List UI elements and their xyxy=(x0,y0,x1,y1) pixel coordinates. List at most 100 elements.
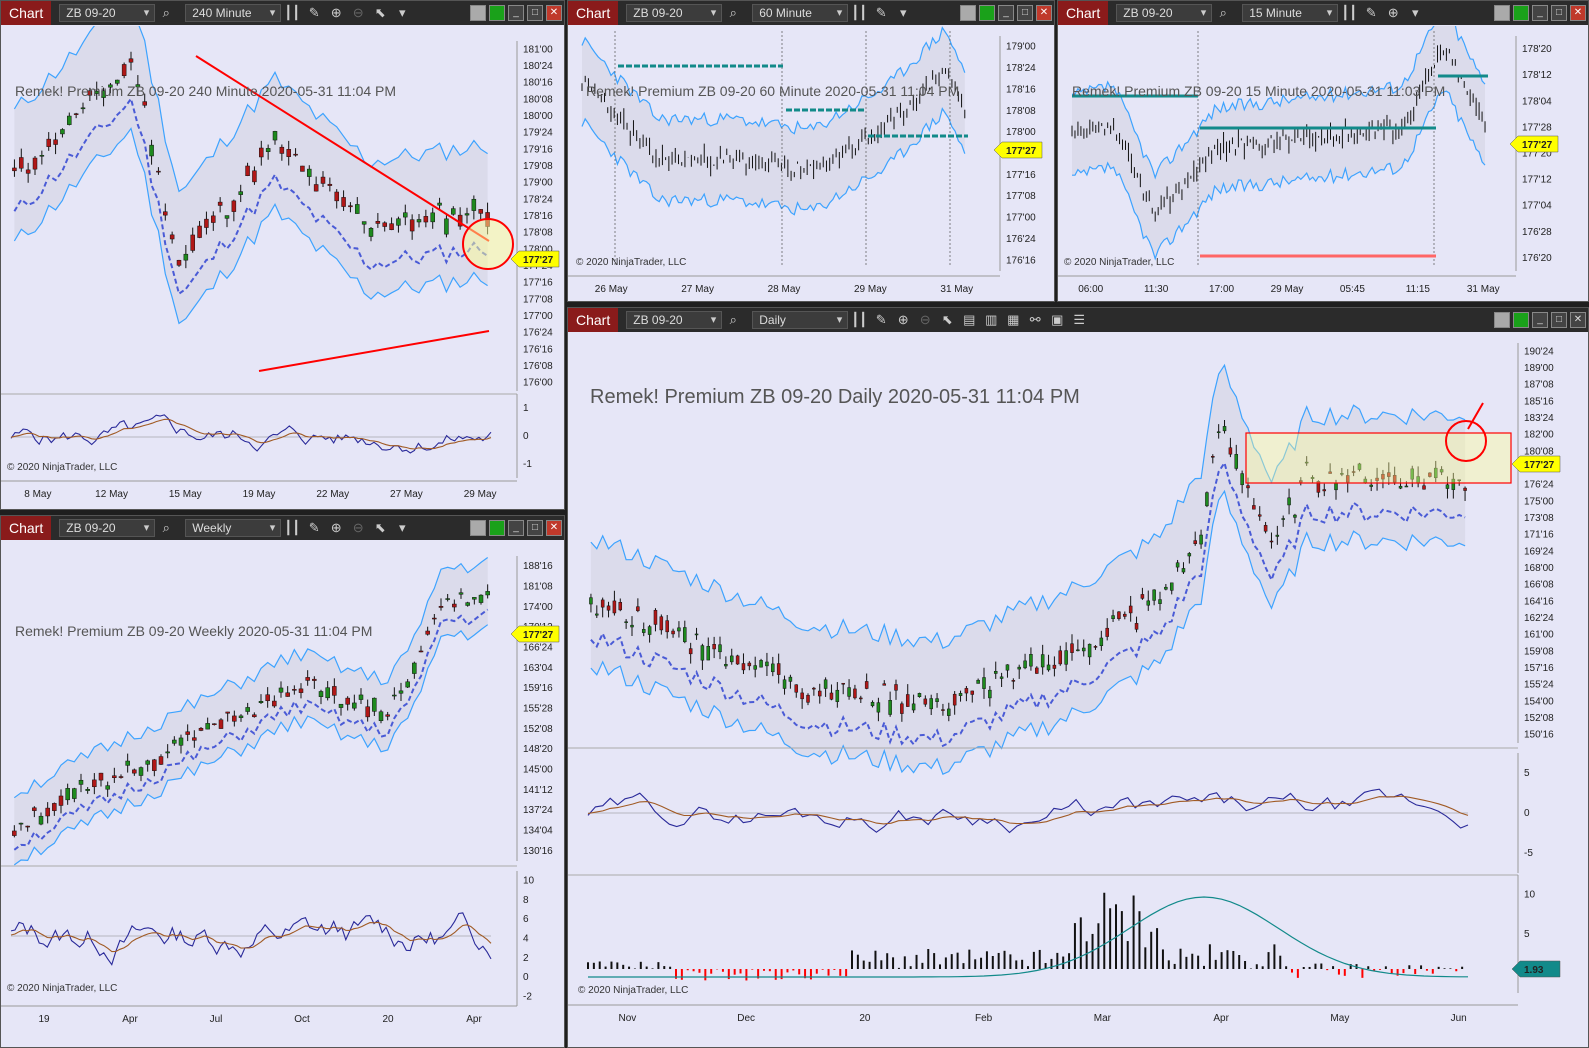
link-button[interactable] xyxy=(1513,5,1529,21)
maximize-button[interactable]: □ xyxy=(527,5,543,21)
close-button[interactable]: ✕ xyxy=(546,520,562,536)
zoom-in-icon[interactable]: ⊕ xyxy=(1387,5,1399,20)
zoom-out-icon[interactable]: ⊖ xyxy=(352,5,364,20)
indicators-icon[interactable]: ▦ xyxy=(1007,312,1020,327)
interval-selector[interactable]: 15 Minute xyxy=(1242,4,1339,22)
search-icon[interactable]: ⌕ xyxy=(729,5,737,20)
list-icon[interactable]: ☰ xyxy=(1073,312,1086,327)
candle-body xyxy=(870,701,875,707)
maximize-button[interactable]: □ xyxy=(1551,312,1567,328)
minimize-button[interactable]: _ xyxy=(998,5,1014,21)
link-button[interactable] xyxy=(979,5,995,21)
price-axis-tick: 176'00 xyxy=(523,378,553,389)
chart-window-240-minute[interactable]: Chart ZB 09-20 ⌕ 240 Minute ┃┃ ✎ ⊕ ⊖ ⬉ ▾… xyxy=(0,0,565,510)
chart-plot-daily[interactable]: Remek! Premium ZB 09-20 Daily 2020-05-31… xyxy=(568,333,1588,1047)
interval-selector[interactable]: 240 Minute xyxy=(185,4,282,22)
chart-tab[interactable]: Chart xyxy=(1058,1,1109,25)
interval-selector[interactable]: Daily xyxy=(752,311,849,329)
interval-selector[interactable]: 60 Minute xyxy=(752,4,849,22)
candle-body xyxy=(917,693,922,698)
tile-button[interactable] xyxy=(960,5,976,21)
lower-band-line xyxy=(581,107,966,216)
dropdown-icon[interactable]: ▾ xyxy=(398,520,406,535)
pointer-icon[interactable]: ⬉ xyxy=(374,5,386,20)
zoom-out-icon[interactable]: ⊖ xyxy=(919,312,931,327)
last-price-label: 177'27 xyxy=(1524,460,1555,471)
tile-button[interactable] xyxy=(1494,5,1510,21)
maximize-button[interactable]: □ xyxy=(1551,5,1567,21)
copyright-text: © 2020 NinjaTrader, LLC xyxy=(1064,257,1174,268)
zoom-in-icon[interactable]: ⊕ xyxy=(330,520,342,535)
time-axis-tick: 11:15 xyxy=(1406,284,1431,295)
minimize-button[interactable]: _ xyxy=(1532,312,1548,328)
drawing-tool-icon[interactable]: ✎ xyxy=(875,312,887,327)
window-controls: _ □ ✕ xyxy=(957,5,1052,21)
maximize-button[interactable]: □ xyxy=(1017,5,1033,21)
properties-icon[interactable]: ▥ xyxy=(985,312,998,327)
time-axis-tick: Mar xyxy=(1094,1013,1112,1024)
candle-body xyxy=(659,616,664,631)
chart-plot-15[interactable]: Remek! Premium ZB 09-20 15 Minute 2020-0… xyxy=(1058,26,1588,301)
strategies-icon[interactable]: ⚯ xyxy=(1029,312,1041,327)
dropdown-icon[interactable]: ▾ xyxy=(899,5,907,20)
drawing-tool-icon[interactable]: ✎ xyxy=(1365,5,1377,20)
bars-type-icon[interactable]: ┃┃ xyxy=(284,5,301,20)
tile-button[interactable] xyxy=(1494,312,1510,328)
instrument-selector[interactable]: ZB 09-20 xyxy=(59,519,156,537)
search-icon[interactable]: ⌕ xyxy=(729,312,737,327)
tile-button[interactable] xyxy=(470,520,486,536)
time-axis-tick: 05:45 xyxy=(1340,284,1365,295)
templates-icon[interactable]: ▣ xyxy=(1051,312,1064,327)
instrument-selector[interactable]: ZB 09-20 xyxy=(59,4,156,22)
drawing-tool-icon[interactable]: ✎ xyxy=(875,5,887,20)
bars-type-icon[interactable]: ┃┃ xyxy=(1341,5,1358,20)
link-button[interactable] xyxy=(489,520,505,536)
pointer-icon[interactable]: ⬉ xyxy=(374,520,386,535)
search-icon[interactable]: ⌕ xyxy=(162,5,170,20)
chart-window-weekly[interactable]: Chart ZB 09-20 ⌕ Weekly ┃┃ ✎ ⊕ ⊖ ⬉ ▾ _ □… xyxy=(0,515,565,1048)
candle-body xyxy=(1451,478,1456,490)
price-axis-tick: 179'08 xyxy=(523,161,553,172)
bars-type-icon[interactable]: ┃┃ xyxy=(284,520,301,535)
minimize-button[interactable]: _ xyxy=(1532,5,1548,21)
close-button[interactable]: ✕ xyxy=(1570,5,1586,21)
chart-window-daily[interactable]: Chart ZB 09-20 ⌕ Daily ┃┃ ✎ ⊕ ⊖ ⬉ ▤ ▥ ▦ … xyxy=(567,307,1589,1048)
zoom-in-icon[interactable]: ⊕ xyxy=(330,5,342,20)
link-button[interactable] xyxy=(1513,312,1529,328)
candle-body xyxy=(338,703,344,708)
instrument-selector[interactable]: ZB 09-20 xyxy=(626,311,723,329)
chart-plot-weekly[interactable]: Remek! Premium ZB 09-20 Weekly 2020-05-3… xyxy=(1,541,564,1047)
pointer-icon[interactable]: ⬉ xyxy=(941,312,953,327)
close-button[interactable]: ✕ xyxy=(1036,5,1052,21)
drawing-tool-icon[interactable]: ✎ xyxy=(308,520,320,535)
dropdown-icon[interactable]: ▾ xyxy=(1411,5,1419,20)
chart-tab[interactable]: Chart xyxy=(568,308,619,332)
tile-button[interactable] xyxy=(470,5,486,21)
chart-window-60-minute[interactable]: Chart ZB 09-20 ⌕ 60 Minute ┃┃ ✎ ▾ _ □ ✕ … xyxy=(567,0,1055,302)
search-icon[interactable]: ⌕ xyxy=(1219,5,1227,20)
interval-selector[interactable]: Weekly xyxy=(185,519,282,537)
instrument-selector[interactable]: ZB 09-20 xyxy=(1116,4,1213,22)
zoom-out-icon[interactable]: ⊖ xyxy=(352,520,364,535)
close-button[interactable]: ✕ xyxy=(1570,312,1586,328)
chart-tab[interactable]: Chart xyxy=(1,1,52,25)
minimize-button[interactable]: _ xyxy=(508,5,524,21)
zoom-in-icon[interactable]: ⊕ xyxy=(897,312,909,327)
link-button[interactable] xyxy=(489,5,505,21)
drawing-tool-icon[interactable]: ✎ xyxy=(308,5,320,20)
instrument-selector[interactable]: ZB 09-20 xyxy=(626,4,723,22)
chart-tab[interactable]: Chart xyxy=(568,1,619,25)
bars-type-icon[interactable]: ┃┃ xyxy=(851,312,868,327)
chart-plot-60[interactable]: Remek! Premium ZB 09-20 60 Minute 2020-0… xyxy=(568,26,1054,301)
bars-type-icon[interactable]: ┃┃ xyxy=(851,5,868,20)
minimize-button[interactable]: _ xyxy=(508,520,524,536)
maximize-button[interactable]: □ xyxy=(527,520,543,536)
chart-window-15-minute[interactable]: Chart ZB 09-20 ⌕ 15 Minute ┃┃ ✎ ⊕ ▾ _ □ … xyxy=(1057,0,1589,302)
chart-plot-240[interactable]: Remek! Premium ZB 09-20 240 Minute 2020-… xyxy=(1,26,564,510)
dropdown-icon[interactable]: ▾ xyxy=(398,5,406,20)
close-button[interactable]: ✕ xyxy=(546,5,562,21)
data-box-icon[interactable]: ▤ xyxy=(963,312,976,327)
chart-tab[interactable]: Chart xyxy=(1,516,52,540)
search-icon[interactable]: ⌕ xyxy=(162,520,170,535)
candle-body xyxy=(976,679,980,684)
